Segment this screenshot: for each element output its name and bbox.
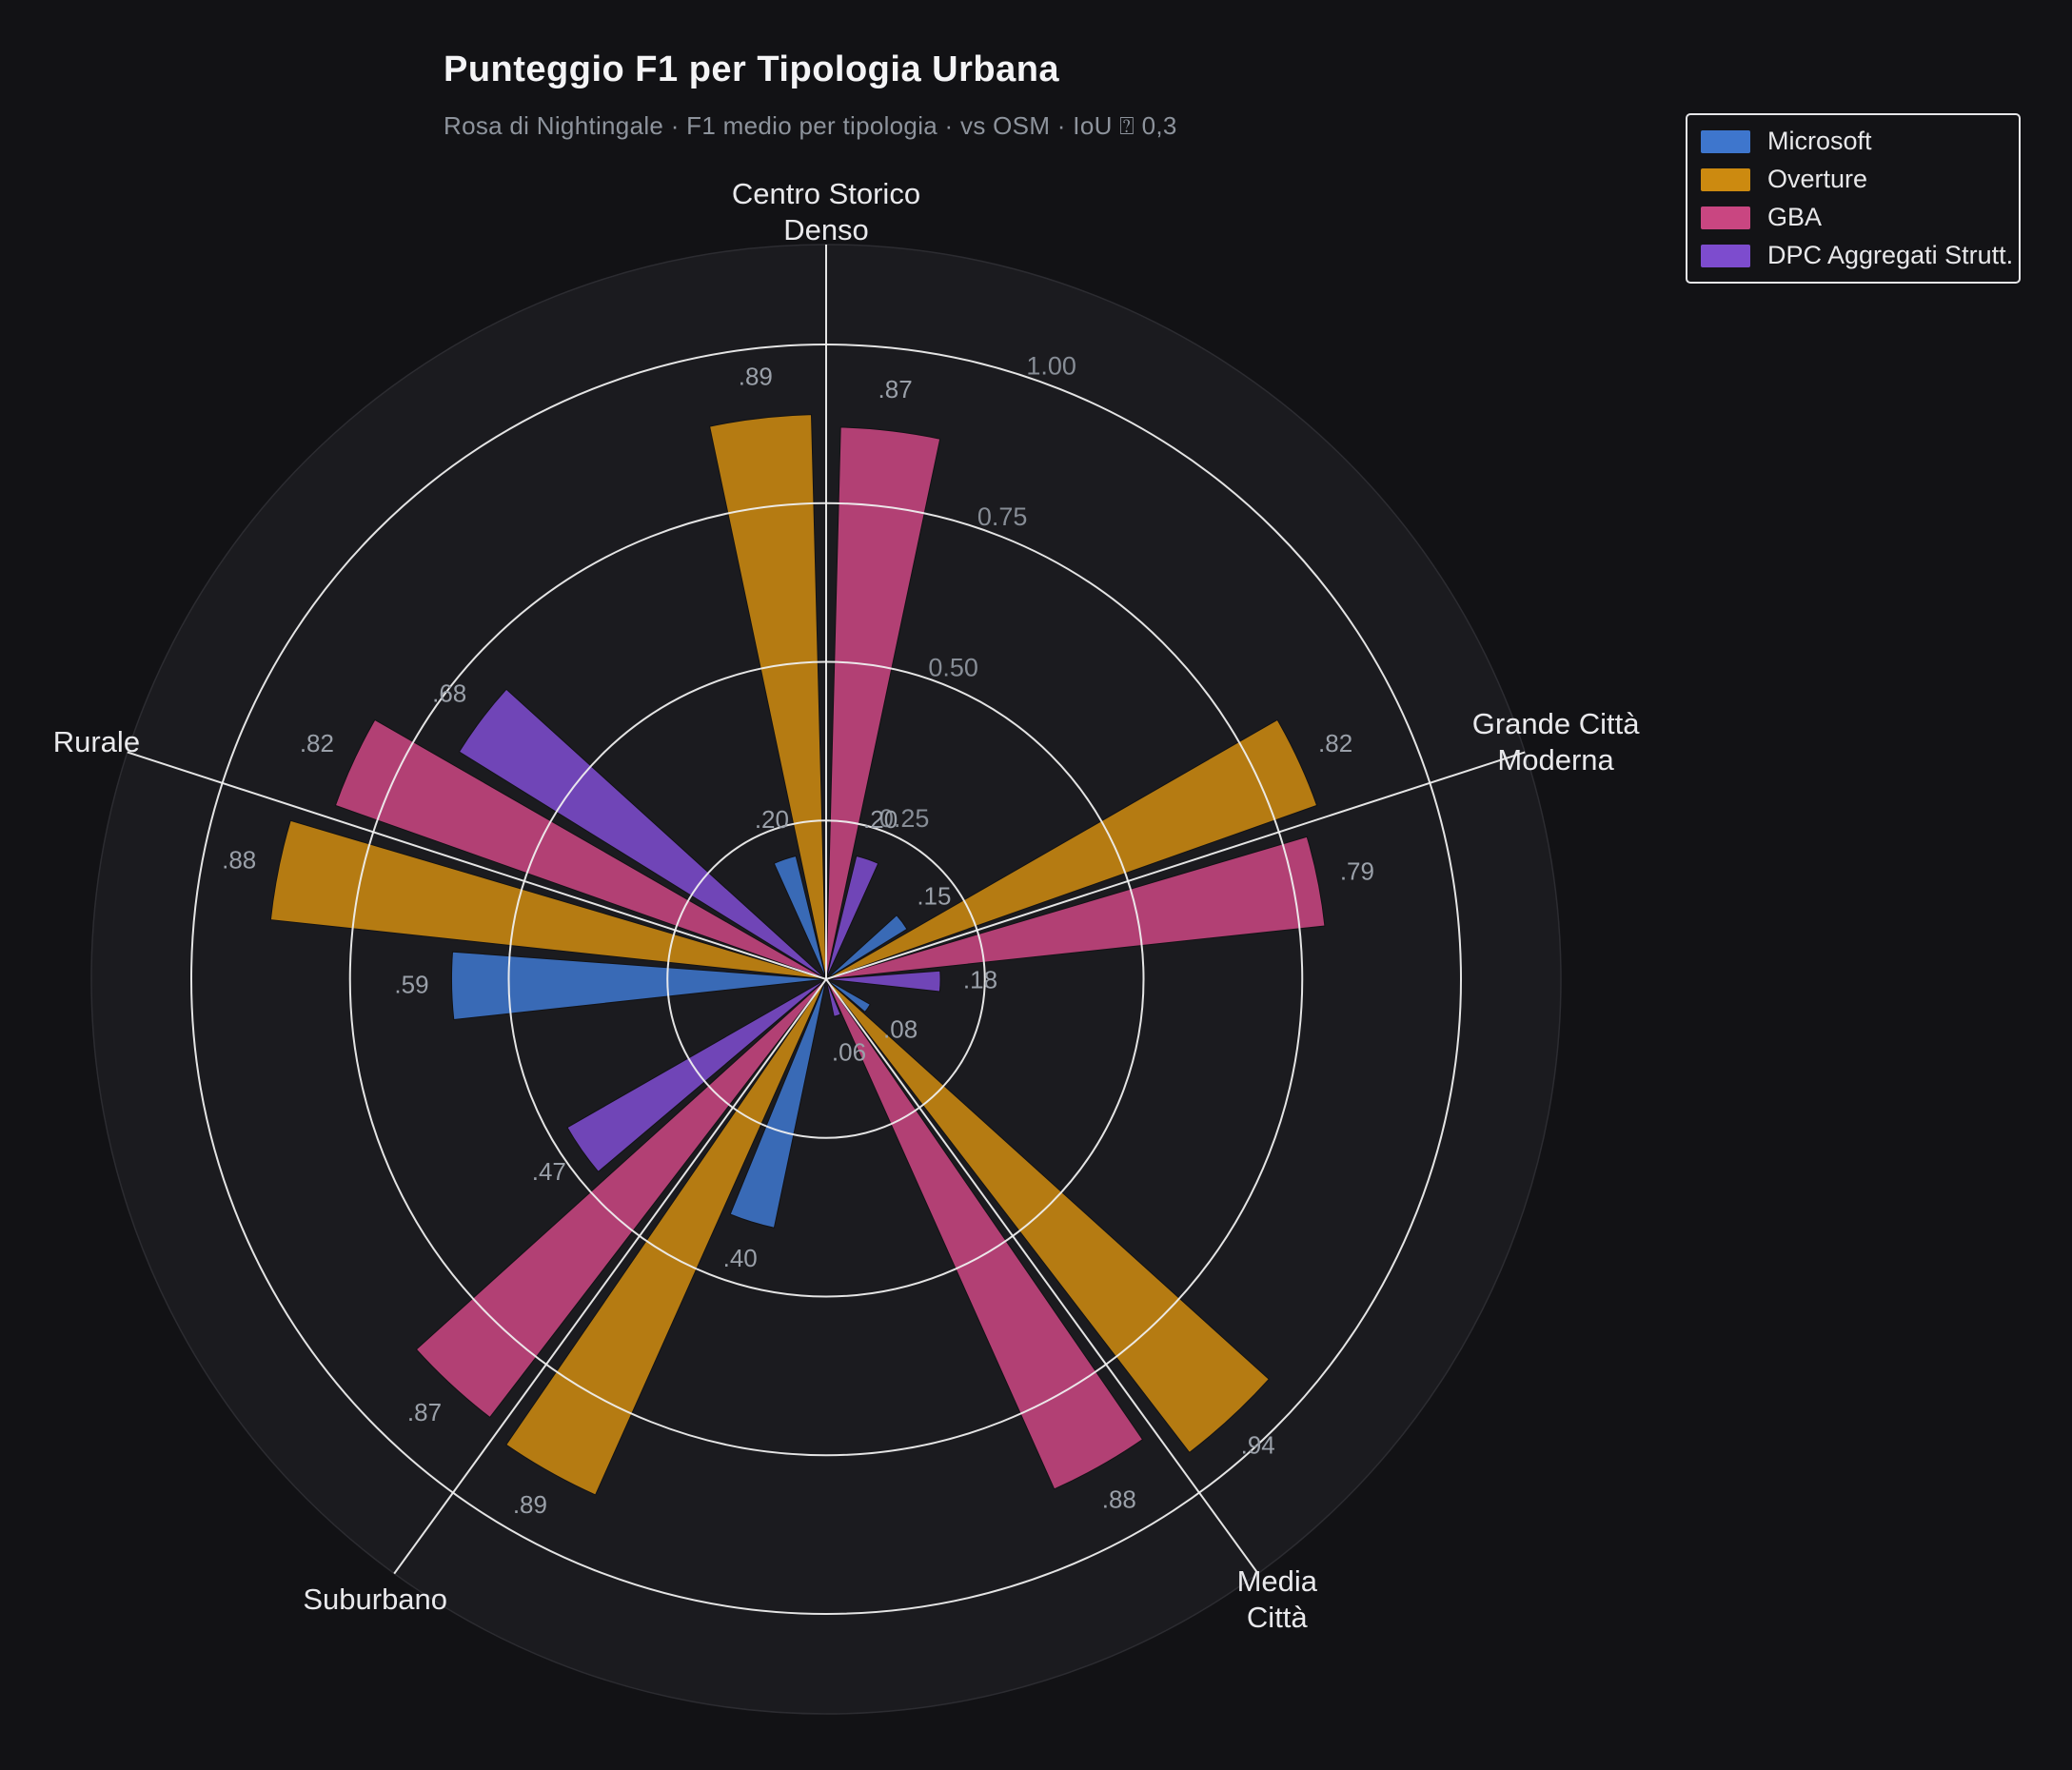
bar-gba-grande-citt-moderna[interactable]	[825, 836, 1326, 980]
legend-swatch-dpc-aggregati-strutt	[1701, 244, 1750, 267]
bar-microsoft-suburbano[interactable]	[729, 978, 827, 1229]
value-label-overture-centro-storico-denso: .89	[739, 363, 773, 391]
bar-gba-media-citt[interactable]	[825, 978, 1144, 1490]
radial-tick-label-1.00: 1.00	[1026, 351, 1076, 380]
category-label-centro-storico-denso: Centro Storico Denso	[732, 177, 920, 246]
bar-overture-centro-storico-denso[interactable]	[709, 414, 827, 980]
legend-swatch-gba	[1701, 206, 1750, 229]
bar-dpc-aggregati-strutt-centro-storico-denso[interactable]	[825, 855, 879, 980]
bar-microsoft-centro-storico-denso[interactable]	[773, 855, 827, 980]
value-label-gba-centro-storico-denso: .87	[878, 375, 913, 403]
legend-item-overture[interactable]: Overture	[1701, 165, 2005, 194]
legend-item-gba[interactable]: GBA	[1701, 203, 2005, 232]
value-label-microsoft-rurale: .59	[394, 970, 428, 998]
bar-dpc-aggregati-strutt-rurale[interactable]	[458, 688, 827, 980]
value-label-gba-suburbano: .87	[407, 1398, 442, 1426]
bar-microsoft-grande-citt-moderna[interactable]	[825, 914, 908, 980]
value-label-microsoft-centro-storico-denso: .20	[755, 805, 789, 834]
legend: Microsoft Overture GBA DPC Aggregati Strutt…	[1686, 113, 2021, 284]
angular-axis-grande-citt-moderna	[825, 751, 1526, 980]
value-label-microsoft-suburbano: .40	[723, 1244, 758, 1272]
bar-microsoft-rurale[interactable]	[450, 951, 827, 1021]
bar-dpc-aggregati-strutt-media-citt[interactable]	[825, 978, 841, 1017]
legend-label: DPC Aggregati Strutt.	[1767, 241, 2014, 269]
category-label-grande-citt-moderna: Grande Città Moderna	[1472, 707, 1641, 777]
bar-gba-rurale[interactable]	[334, 718, 827, 980]
legend-item-dpc-aggregati-strutt[interactable]: DPC Aggregati Strutt.	[1701, 241, 2013, 270]
bar-dpc-aggregati-strutt-suburbano[interactable]	[566, 978, 827, 1173]
angular-axis-media-citt	[825, 978, 1259, 1575]
chart-header: Punteggio F1 per Tipologia Urbana Rosa d…	[444, 49, 1177, 142]
category-label-media-citt: Media Città	[1237, 1564, 1318, 1634]
bar-overture-grande-citt-moderna[interactable]	[825, 718, 1318, 980]
value-label-microsoft-grande-citt-moderna: .15	[917, 881, 951, 910]
bar-gba-centro-storico-denso[interactable]	[825, 426, 941, 980]
bar-microsoft-media-citt[interactable]	[825, 978, 871, 1013]
legend-swatch-microsoft	[1701, 129, 1750, 153]
chart-title: Punteggio F1 per Tipologia Urbana	[444, 49, 1060, 89]
value-label-overture-rurale: .88	[222, 846, 256, 875]
chart-subtitle: Rosa di Nightingale · F1 medio per tipol…	[444, 111, 1177, 140]
bar-overture-suburbano[interactable]	[505, 978, 827, 1496]
legend-item-microsoft[interactable]: Microsoft	[1701, 127, 2005, 156]
bar-dpc-aggregati-strutt-grande-citt-moderna[interactable]	[825, 970, 941, 993]
value-label-gba-rurale: .82	[300, 729, 334, 757]
angular-axis-rurale	[127, 751, 827, 980]
value-label-overture-grande-citt-moderna: .82	[1318, 729, 1352, 757]
value-label-dpc-aggregati-strutt-rurale: .68	[432, 679, 466, 708]
bar-overture-media-citt[interactable]	[825, 978, 1270, 1454]
radial-tick-label-0.75: 0.75	[977, 502, 1028, 531]
value-label-dpc-aggregati-strutt-centro-storico-denso: .20	[863, 805, 898, 834]
value-label-overture-media-citt: .94	[1241, 1430, 1275, 1459]
legend-swatch-overture	[1701, 167, 1750, 191]
category-label-suburbano: Suburbano	[303, 1583, 447, 1616]
value-label-dpc-aggregati-strutt-suburbano: .47	[532, 1157, 566, 1186]
angular-axis-suburbano	[393, 978, 827, 1575]
value-label-gba-media-citt: .88	[1102, 1485, 1136, 1513]
value-label-overture-suburbano: .89	[513, 1490, 547, 1519]
value-label-dpc-aggregati-strutt-media-citt: .06	[832, 1037, 866, 1066]
legend-label: Overture	[1767, 165, 1868, 193]
value-label-gba-grande-citt-moderna: .79	[1340, 856, 1374, 885]
legend-label: Microsoft	[1767, 127, 1872, 155]
radial-tick-label-0.25: 0.25	[879, 804, 930, 833]
bar-gba-suburbano[interactable]	[415, 978, 827, 1419]
legend-label: GBA	[1767, 203, 1823, 231]
value-label-microsoft-media-citt: .08	[883, 1015, 918, 1044]
bar-overture-rurale[interactable]	[269, 819, 827, 980]
radial-tick-label-0.50: 0.50	[928, 654, 978, 682]
value-label-dpc-aggregati-strutt-grande-citt-moderna: .18	[963, 966, 997, 994]
category-label-rurale: Rurale	[53, 725, 140, 758]
